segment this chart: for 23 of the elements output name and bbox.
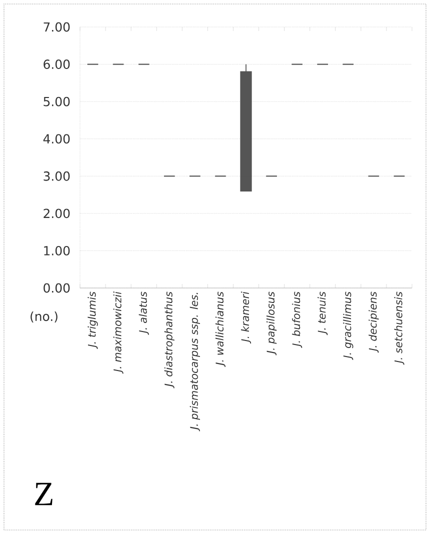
y-tick-label: 2.00: [44, 208, 70, 218]
x-tick-label: J. diastrophanthus: [164, 292, 174, 388]
y-tick-label: 7.00: [44, 22, 70, 32]
y-tick-label: 6.00: [44, 60, 70, 69]
x-tick-label: J. papillosus: [266, 292, 277, 356]
x-tick-label: J. setchuensis: [394, 292, 404, 365]
x-tick-label: J. maximowiczii: [113, 292, 124, 374]
y-axis-title: (no.): [30, 311, 58, 323]
x-tick-label: J. triglumis: [88, 292, 98, 349]
x-tick-label: J. tenuis: [318, 292, 328, 336]
x-tick-label: J. gracillimus: [343, 292, 354, 360]
y-tick-label: 3.00: [44, 171, 70, 181]
x-tick-label: J. decipiens: [368, 292, 379, 353]
x-tick-label: J. alatus: [138, 292, 149, 335]
x-tick-label: J. krameri: [240, 292, 252, 344]
x-tick-label: J. prismatocarpus ssp. les.: [190, 292, 200, 432]
x-tick-label: J. wallichianus: [215, 292, 226, 368]
y-tick-label: 5.00: [44, 96, 70, 106]
y-tick-label: 1.00: [44, 246, 70, 256]
y-tick-label: 0.00: [44, 283, 70, 293]
text: Z: [35, 482, 52, 506]
x-tick-label: J. bufonius: [292, 292, 302, 348]
y-tick-label: 4.00: [43, 134, 70, 144]
